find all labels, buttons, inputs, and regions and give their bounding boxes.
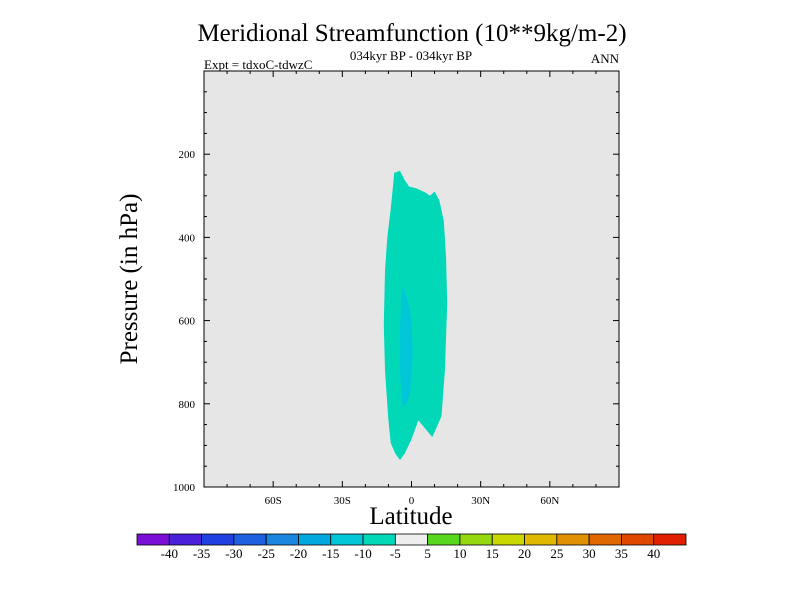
colorbar-swatch <box>556 533 590 546</box>
colorbar-swatch <box>394 533 429 546</box>
colorbar: -40 -35 -30 -25 -20 -15 -10 -5 5 10 15 20 25 30 35 40 <box>136 533 687 561</box>
contour-region-0 <box>383 170 448 461</box>
colorbar-label: -40 <box>161 546 178 561</box>
y-tick-label: 600 <box>179 316 196 328</box>
colorbar-swatch <box>427 533 461 546</box>
colorbar-swatch <box>588 533 622 546</box>
colorbar-swatch <box>524 533 558 546</box>
chart-subtitle: 034kyr BP - 034kyr BP <box>350 48 472 63</box>
colorbar-label: 5 <box>424 546 431 561</box>
x-tick-label: 0 <box>409 495 415 507</box>
y-tick-label: 1000 <box>173 482 196 494</box>
y-axis-label: Pressure (in hPa) <box>116 194 143 365</box>
contour-region-1 <box>400 287 413 408</box>
experiment-label: Expt = tdxoC-tdwzC <box>204 57 312 72</box>
x-tick-label: 60N <box>540 495 559 507</box>
y-tick-label: 800 <box>179 399 196 411</box>
x-axis: 60S 30S 0 30N 60N <box>203 71 620 507</box>
x-tick-label: 60S <box>265 495 282 507</box>
colorbar-label: -25 <box>258 546 275 561</box>
colorbar-label: -30 <box>225 546 242 561</box>
colorbar-swatch <box>459 533 493 546</box>
colorbar-swatch <box>298 533 332 546</box>
colorbar-label: -35 <box>193 546 210 561</box>
y-axis: 200 400 600 800 1000 <box>173 91 619 494</box>
colorbar-swatch <box>265 533 299 546</box>
x-tick-label: 30N <box>471 495 490 507</box>
colorbar-swatch <box>621 533 655 546</box>
colorbar-swatch <box>362 533 396 546</box>
colorbar-swatch <box>168 533 202 546</box>
colorbar-swatch <box>653 533 687 546</box>
season-label: ANN <box>591 51 620 66</box>
colorbar-label: 40 <box>647 546 660 561</box>
colorbar-swatch <box>330 533 364 546</box>
x-tick-label: 30S <box>334 495 351 507</box>
colorbar-label: 30 <box>583 546 596 561</box>
y-tick-label: 200 <box>179 149 196 161</box>
colorbar-swatch <box>233 533 267 546</box>
colorbar-label: -10 <box>354 546 371 561</box>
colorbar-swatch <box>201 533 235 546</box>
colorbar-swatch <box>491 533 525 546</box>
colorbar-label: 20 <box>518 546 531 561</box>
y-tick-label: 400 <box>179 232 196 244</box>
contour-regions <box>383 170 448 461</box>
colorbar-label: -20 <box>290 546 307 561</box>
colorbar-label: 35 <box>615 546 628 561</box>
colorbar-label: 10 <box>453 546 466 561</box>
colorbar-swatch <box>136 533 170 546</box>
colorbar-label: 25 <box>550 546 563 561</box>
chart-title: Meridional Streamfunction (10**9kg/m-2) <box>197 20 626 47</box>
colorbar-label: 15 <box>486 546 499 561</box>
colorbar-label: -15 <box>322 546 339 561</box>
colorbar-label: -5 <box>390 546 401 561</box>
x-axis-label: Latitude <box>369 503 452 530</box>
